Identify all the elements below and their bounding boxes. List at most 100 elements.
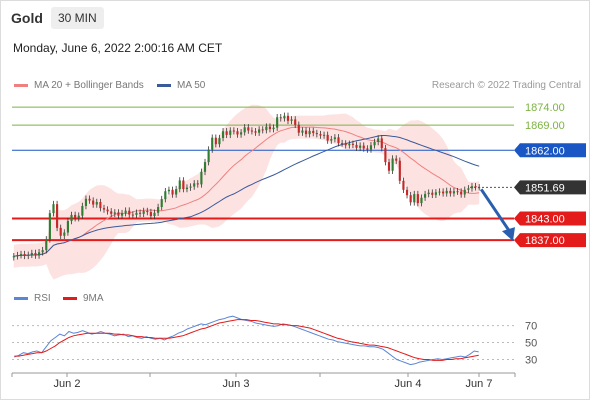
legend-ma50-label: MA 50 bbox=[177, 80, 206, 91]
candle-body bbox=[146, 210, 149, 213]
candle-body bbox=[52, 204, 55, 214]
level-label-0: 1874.00 bbox=[525, 102, 565, 114]
price-tag-support-4 bbox=[514, 211, 586, 226]
candle-body bbox=[135, 212, 138, 215]
candle-body bbox=[290, 119, 293, 121]
ma20-line bbox=[13, 126, 480, 257]
ma50-line bbox=[13, 135, 480, 257]
candle-body bbox=[424, 194, 427, 198]
candle-body bbox=[160, 199, 163, 208]
candle-body bbox=[272, 127, 275, 130]
candle-body bbox=[70, 214, 73, 222]
candle-body bbox=[333, 137, 336, 140]
candle-body bbox=[16, 255, 19, 257]
candle-body bbox=[117, 212, 120, 216]
candle-body bbox=[478, 187, 481, 189]
candle-body bbox=[182, 180, 185, 190]
candle-body bbox=[445, 190, 448, 194]
candle-body bbox=[366, 148, 369, 150]
candle-body bbox=[225, 131, 228, 135]
datetime-label: Monday, June 6, 2022 2:00:16 AM CET bbox=[13, 41, 223, 55]
candle-body bbox=[304, 130, 308, 135]
candle-body bbox=[395, 158, 398, 161]
candle-body bbox=[355, 144, 358, 148]
rsi-tick-label: 70 bbox=[525, 321, 537, 333]
candle-body bbox=[77, 215, 80, 219]
legend-ma20-bb: MA 20 + Bollinger Bands bbox=[14, 80, 144, 91]
candle-body bbox=[232, 130, 235, 132]
candle-body bbox=[171, 189, 174, 195]
timeframe-badge[interactable]: 30 MIN bbox=[51, 7, 104, 29]
candle-body bbox=[286, 115, 290, 121]
candle-body bbox=[344, 143, 347, 146]
rsi-tick-label: 30 bbox=[525, 355, 537, 367]
candle-body bbox=[106, 209, 109, 212]
x-tick-label: Jun 2 bbox=[54, 378, 81, 390]
level-label-3: 1851.69 bbox=[525, 182, 565, 194]
candle-body bbox=[23, 254, 26, 256]
candle-body bbox=[380, 138, 383, 149]
candle-body bbox=[301, 130, 304, 133]
candle-body bbox=[37, 252, 41, 256]
candle-body bbox=[294, 119, 297, 125]
candle-body bbox=[207, 149, 210, 163]
candle-body bbox=[265, 126, 268, 131]
candle-body bbox=[229, 130, 232, 135]
candle-body bbox=[30, 253, 33, 255]
level-label-1: 1869.00 bbox=[525, 120, 565, 132]
candle-body bbox=[185, 187, 189, 190]
candle-body bbox=[66, 221, 69, 233]
candle-body bbox=[12, 256, 15, 258]
bollinger-band-area bbox=[13, 104, 480, 280]
candle-body bbox=[279, 117, 282, 119]
candle-body bbox=[95, 202, 98, 205]
legend-ma50: MA 50 bbox=[157, 80, 205, 91]
price-tag-current-3 bbox=[514, 180, 586, 195]
candle-body bbox=[442, 191, 445, 194]
candle-body bbox=[88, 198, 91, 201]
candle-body bbox=[341, 143, 344, 145]
candle-body bbox=[59, 227, 62, 236]
candle-body bbox=[218, 138, 221, 145]
ma20-swatch bbox=[14, 84, 28, 87]
candle-body bbox=[142, 210, 145, 214]
candle-body bbox=[268, 126, 272, 130]
candle-body bbox=[359, 145, 362, 148]
candle-body bbox=[420, 197, 423, 204]
legend-rsi-label: RSI bbox=[34, 293, 51, 304]
candle-body bbox=[153, 212, 156, 217]
candle-body bbox=[456, 191, 459, 193]
candle-body bbox=[193, 183, 196, 187]
candle-body bbox=[398, 160, 401, 181]
candle-body bbox=[138, 212, 142, 214]
credit-text: Research © 2022 Trading Central bbox=[431, 80, 581, 91]
candle-body bbox=[438, 191, 441, 193]
candle-body bbox=[297, 124, 300, 133]
candle-body bbox=[467, 188, 470, 190]
candle-body bbox=[452, 191, 456, 194]
candle-body bbox=[41, 250, 44, 253]
candle-body bbox=[384, 148, 387, 163]
forecast-arrow-head bbox=[502, 227, 515, 242]
candle-body bbox=[84, 198, 88, 206]
ma9-swatch bbox=[63, 297, 77, 300]
candle-body bbox=[254, 131, 257, 133]
rsi-swatch bbox=[14, 297, 28, 300]
candle-body bbox=[214, 137, 217, 145]
candle-body bbox=[348, 143, 351, 146]
forecast-arrow-shaft bbox=[479, 188, 512, 233]
candle-body bbox=[128, 210, 131, 215]
candle-body bbox=[387, 162, 391, 171]
candle-body bbox=[315, 133, 318, 135]
candle-body bbox=[308, 130, 311, 135]
candle-body bbox=[164, 191, 167, 200]
candle-body bbox=[463, 189, 466, 195]
candle-body bbox=[149, 212, 152, 217]
level-label-2: 1862.00 bbox=[525, 145, 565, 157]
candle-body bbox=[434, 192, 437, 195]
candle-body bbox=[110, 211, 113, 214]
candle-body bbox=[196, 183, 199, 185]
legend-9ma: 9MA bbox=[63, 293, 104, 304]
candle-body bbox=[63, 232, 66, 236]
